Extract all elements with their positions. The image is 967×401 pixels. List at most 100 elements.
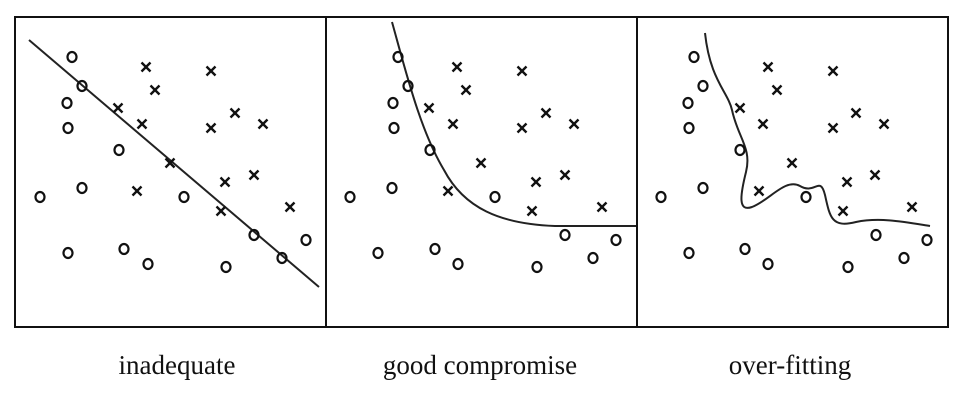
point-o xyxy=(683,121,695,135)
point-x xyxy=(559,169,571,181)
point-x xyxy=(131,185,143,197)
point-o xyxy=(392,50,404,64)
point-o xyxy=(655,190,667,204)
point-x xyxy=(753,185,765,197)
point-o xyxy=(697,79,709,93)
point-x-stroke xyxy=(112,102,124,114)
point-x-stroke xyxy=(827,65,839,77)
point-x xyxy=(771,84,783,96)
point-x xyxy=(516,122,528,134)
point-x-stroke xyxy=(136,118,148,130)
point-x xyxy=(568,118,580,130)
point-x-stroke xyxy=(215,205,227,217)
point-o xyxy=(842,260,854,274)
point-x-stroke xyxy=(475,157,487,169)
point-x-stroke xyxy=(460,84,472,96)
point-x-stroke xyxy=(771,84,783,96)
point-x xyxy=(136,118,148,130)
point-x xyxy=(596,201,608,213)
panel-inadequate: inadequate xyxy=(14,16,327,380)
point-x xyxy=(526,205,538,217)
point-o xyxy=(800,190,812,204)
panel-good-compromise: good compromise xyxy=(325,16,638,380)
panel-frame xyxy=(325,16,638,328)
point-x xyxy=(423,102,435,114)
point-x-stroke xyxy=(850,107,862,119)
point-o xyxy=(739,242,751,256)
point-x-stroke xyxy=(559,169,571,181)
point-x xyxy=(248,169,260,181)
point-x xyxy=(827,65,839,77)
decision-boundary-smooth xyxy=(391,21,637,227)
point-x-stroke xyxy=(869,169,881,181)
point-o xyxy=(62,246,74,260)
point-x-stroke xyxy=(451,61,463,73)
point-o xyxy=(300,233,312,247)
point-x-stroke xyxy=(540,107,552,119)
point-x xyxy=(229,107,241,119)
point-x-stroke xyxy=(596,201,608,213)
point-x xyxy=(451,61,463,73)
point-o xyxy=(386,181,398,195)
point-x xyxy=(164,157,176,169)
point-o xyxy=(372,246,384,260)
point-o xyxy=(587,251,599,265)
point-o xyxy=(76,181,88,195)
point-x xyxy=(140,61,152,73)
point-o xyxy=(62,121,74,135)
point-o xyxy=(697,181,709,195)
point-o xyxy=(118,242,130,256)
point-x xyxy=(540,107,552,119)
point-x-stroke xyxy=(205,65,217,77)
panel-frame xyxy=(14,16,327,328)
point-o xyxy=(61,96,73,110)
point-x xyxy=(878,118,890,130)
point-x xyxy=(516,65,528,77)
point-o xyxy=(734,143,746,157)
data-points xyxy=(344,50,622,274)
point-x-stroke xyxy=(447,118,459,130)
point-x-stroke xyxy=(530,176,542,188)
point-o xyxy=(388,121,400,135)
point-x-stroke xyxy=(837,205,849,217)
panel-caption: over-fitting xyxy=(729,350,851,380)
point-x xyxy=(442,185,454,197)
point-x xyxy=(786,157,798,169)
point-x-stroke xyxy=(516,65,528,77)
point-x xyxy=(475,157,487,169)
point-x xyxy=(906,201,918,213)
point-o xyxy=(688,50,700,64)
point-x xyxy=(530,176,542,188)
point-x xyxy=(460,84,472,96)
point-x-stroke xyxy=(753,185,765,197)
point-x-stroke xyxy=(734,102,746,114)
point-x-stroke xyxy=(229,107,241,119)
point-x xyxy=(869,169,881,181)
point-x-stroke xyxy=(786,157,798,169)
point-o xyxy=(559,228,571,242)
point-o xyxy=(870,228,882,242)
point-o xyxy=(489,190,501,204)
point-o xyxy=(76,79,88,93)
point-x-stroke xyxy=(762,61,774,73)
point-o xyxy=(429,242,441,256)
point-x-stroke xyxy=(149,84,161,96)
point-x-stroke xyxy=(205,122,217,134)
point-x-stroke xyxy=(131,185,143,197)
point-x xyxy=(447,118,459,130)
point-x-stroke xyxy=(827,122,839,134)
point-x-stroke xyxy=(516,122,528,134)
point-x xyxy=(757,118,769,130)
point-o xyxy=(66,50,78,64)
data-points xyxy=(34,50,312,274)
point-o xyxy=(452,257,464,271)
decision-boundary-wiggly xyxy=(704,32,931,227)
point-x xyxy=(257,118,269,130)
point-o xyxy=(610,233,622,247)
point-x xyxy=(205,65,217,77)
point-x-stroke xyxy=(423,102,435,114)
point-x-stroke xyxy=(219,176,231,188)
point-x xyxy=(762,61,774,73)
point-x xyxy=(149,84,161,96)
